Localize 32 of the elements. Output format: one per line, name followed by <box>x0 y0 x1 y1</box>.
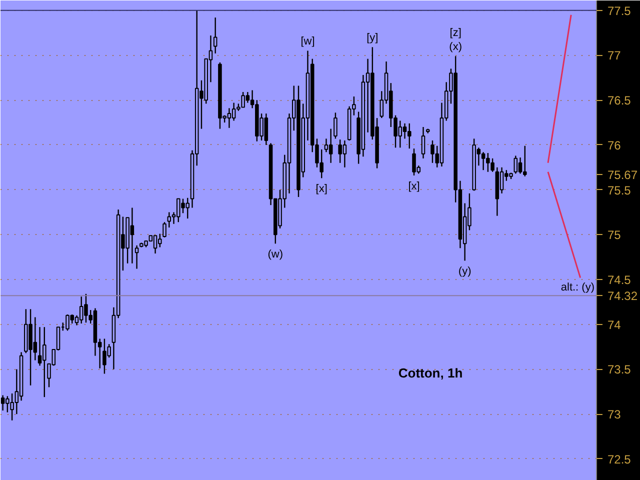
candlestick <box>421 126 426 160</box>
annotation: [x] <box>316 183 328 196</box>
candlestick <box>162 222 166 238</box>
annotation: [w] <box>300 36 315 48</box>
y-tick-label: 74 <box>608 318 622 332</box>
annotation: [y] <box>366 32 378 44</box>
annotation: [z] <box>450 27 462 40</box>
y-tick-label: 75 <box>608 228 622 242</box>
candlestick <box>213 16 218 54</box>
candlestick <box>514 155 518 174</box>
annotation: [x] <box>408 180 420 192</box>
y-tick-label: 75.67 <box>608 168 638 182</box>
annotation: (x) <box>449 41 462 54</box>
y-tick-label: 75.5 <box>608 183 632 198</box>
annotation: (w) <box>268 248 284 261</box>
candlestick <box>167 212 172 228</box>
y-tick-label: 74.5 <box>608 273 632 288</box>
y-tick-label: 77 <box>608 48 622 63</box>
y-tick-label: 72.5 <box>608 452 632 466</box>
candlestick <box>334 112 338 140</box>
annotation: Cotton, 1h <box>398 366 463 380</box>
y-tick-label: 73.5 <box>608 362 632 377</box>
candlestick <box>328 128 333 164</box>
y-tick-label: 76.5 <box>608 94 632 108</box>
ref-line-label: alt.: (y) <box>560 282 595 294</box>
y-tick-label: 73 <box>608 408 622 422</box>
candlestick <box>134 244 139 270</box>
y-tick-label: 74.32 <box>608 289 638 304</box>
y-tick-label: 76 <box>608 138 622 152</box>
annotation: (y) <box>458 266 472 278</box>
y-tick-label: 77.5 <box>608 4 632 18</box>
candlestick <box>324 138 328 153</box>
